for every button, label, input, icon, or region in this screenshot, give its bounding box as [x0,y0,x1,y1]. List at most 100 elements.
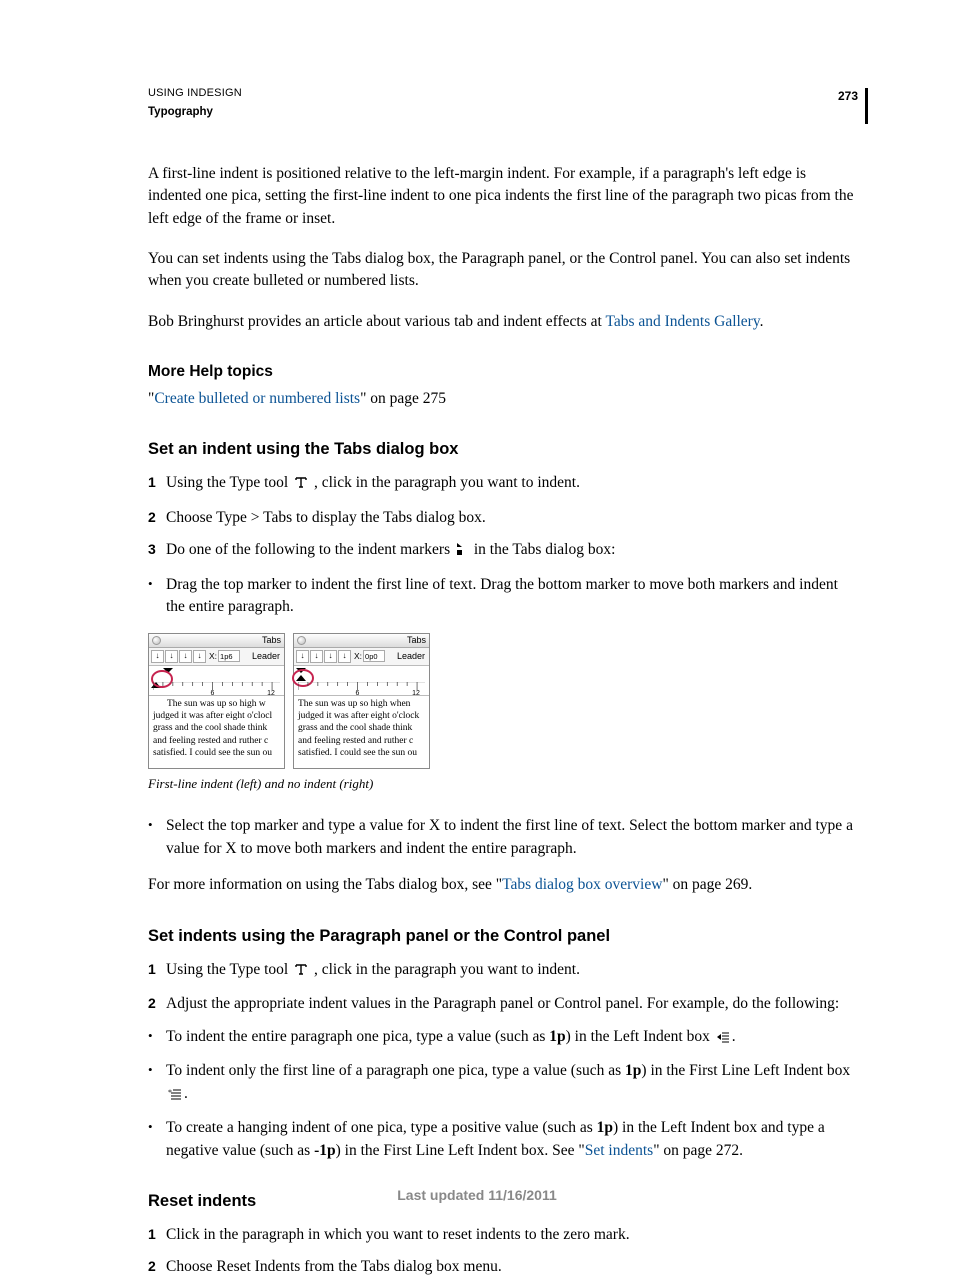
list-text: ) in the First Line Left Indent box [641,1062,850,1079]
list-item: • To indent only the first line of a par… [148,1060,858,1107]
body-paragraph: A first-line indent is positioned relati… [148,163,858,230]
bullet-marker: • [148,574,166,594]
cross-ref-link[interactable]: Create bulleted or numbered lists [154,390,360,407]
figure: Tabs ↓ ↓ ↓ ↓ X: 1p6 Leader [148,633,858,769]
leader-label: Leader [397,650,427,663]
step-number: 2 [148,1256,166,1276]
step-text: , click in the paragraph you want to ind… [310,961,580,978]
cross-ref-link[interactable]: Tabs dialog box overview [502,876,662,893]
ruler-ticks: 6 12 [153,681,280,695]
right-tab-icon: ↓ [324,650,337,663]
bold-value: 1p [597,1119,613,1136]
list-text: To indent the entire paragraph one pica,… [166,1028,549,1045]
tabs-toolbar: ↓ ↓ ↓ ↓ X: 0p0 Leader [294,648,429,666]
x-value: 0p0 [363,650,385,662]
center-tab-icon: ↓ [165,650,178,663]
bullet-list: • Select the top marker and type a value… [148,815,858,860]
x-value: 1p6 [218,650,240,662]
list-text: ) in the Left Indent box [566,1028,714,1045]
step-item: 1 Click in the paragraph in which you wa… [148,1224,858,1246]
first-line-indent-icon: * [168,1085,182,1107]
x-label: X: [209,650,217,662]
page-ref: " on page 275 [360,390,446,407]
indent-markers-icon [163,668,175,682]
step-number: 1 [148,959,166,979]
tabs-title: Tabs [262,634,281,647]
tabs-toolbar: ↓ ↓ ↓ ↓ X: 1p6 Leader [149,648,284,666]
step-number: 3 [148,539,166,559]
external-link[interactable]: Tabs and Indents Gallery [605,313,759,330]
svg-text:12: 12 [412,690,420,696]
center-tab-icon: ↓ [310,650,323,663]
bullet-marker: • [148,1026,166,1046]
step-number: 2 [148,993,166,1013]
list-text: ) in the First Line Left Indent box. See… [336,1142,585,1159]
close-icon [297,636,306,645]
bullet-marker: • [148,1117,166,1137]
footer-last-updated: Last updated 11/16/2011 [0,1185,954,1205]
list-item: • Drag the top marker to indent the firs… [148,574,858,619]
step-item: 2 Adjust the appropriate indent values i… [148,993,858,1015]
ruler-area: 6 12 [294,666,429,696]
running-head-chapter: Typography [148,104,858,121]
tabs-dialog-right: Tabs ↓ ↓ ↓ ↓ X: 0p0 Leader [293,633,430,769]
svg-text:12: 12 [267,690,275,696]
step-body: Do one of the following to the indent ma… [166,539,858,563]
indent-markers-icon [296,668,308,682]
body-text: Bob Bringhurst provides an article about… [148,313,605,330]
indent-marker-icon [456,541,468,563]
body-paragraph: You can set indents using the Tabs dialo… [148,248,858,293]
step-body: Choose Type > Tabs to display the Tabs d… [166,507,858,529]
right-tab-icon: ↓ [179,650,192,663]
body-text: " on page 269. [662,876,752,893]
bold-value: 1p [549,1028,565,1045]
svg-text:6: 6 [356,690,360,696]
step-body: Using the Type tool , click in the parag… [166,959,858,983]
left-tab-icon: ↓ [296,650,309,663]
sample-text: The sun was up so high when judged it wa… [294,696,429,768]
tabs-titlebar: Tabs [294,634,429,648]
left-tab-icon: ↓ [151,650,164,663]
leader-label: Leader [252,650,282,663]
page-number-rule [865,88,868,124]
cross-ref-link[interactable]: Set indents [585,1142,653,1159]
bullet-marker: • [148,815,166,835]
numbered-steps: 1 Click in the paragraph in which you wa… [148,1224,858,1279]
tabs-title: Tabs [407,634,426,647]
bold-value: -1p [314,1142,336,1159]
bold-value: 1p [625,1062,641,1079]
more-help-heading: More Help topics [148,361,858,383]
decimal-tab-icon: ↓ [193,650,206,663]
step-text: in the Tabs dialog box: [470,541,615,558]
step-item: 2 Choose Type > Tabs to display the Tabs… [148,507,858,529]
bullet-list: • To indent the entire paragraph one pic… [148,1026,858,1162]
step-text: Do one of the following to the indent ma… [166,541,454,558]
svg-text:6: 6 [211,690,215,696]
step-body: Adjust the appropriate indent values in … [166,993,858,1015]
close-icon [152,636,161,645]
list-body: To indent the entire paragraph one pica,… [166,1026,858,1050]
step-text: Using the Type tool [166,474,292,491]
ruler-ticks: 6 12 [298,681,425,695]
step-item: 2 Choose Reset Indents from the Tabs dia… [148,1256,858,1278]
step-number: 1 [148,1224,166,1244]
more-help-item: "Create bulleted or numbered lists" on p… [148,388,858,410]
ruler-area: 6 12 [149,666,284,696]
list-item: • To indent the entire paragraph one pic… [148,1026,858,1050]
sample-text: The sun was up so high w judged it was a… [149,696,284,768]
list-text: To create a hanging indent of one pica, … [166,1119,597,1136]
list-text: . [732,1028,736,1045]
body-paragraph: For more information on using the Tabs d… [148,874,858,896]
step-item: 1 Using the Type tool , click in the par… [148,959,858,983]
step-body: Click in the paragraph in which you want… [166,1224,858,1246]
numbered-steps: 1 Using the Type tool , click in the par… [148,959,858,1016]
x-label: X: [354,650,362,662]
tabs-dialog-left: Tabs ↓ ↓ ↓ ↓ X: 1p6 Leader [148,633,285,769]
list-body: To indent only the first line of a parag… [166,1060,858,1107]
bullet-marker: • [148,1060,166,1080]
body-text: For more information on using the Tabs d… [148,876,502,893]
step-item: 3 Do one of the following to the indent … [148,539,858,563]
body-paragraph: Bob Bringhurst provides an article about… [148,311,858,333]
list-text: . [184,1085,188,1102]
task-heading: Set an indent using the Tabs dialog box [148,438,858,462]
